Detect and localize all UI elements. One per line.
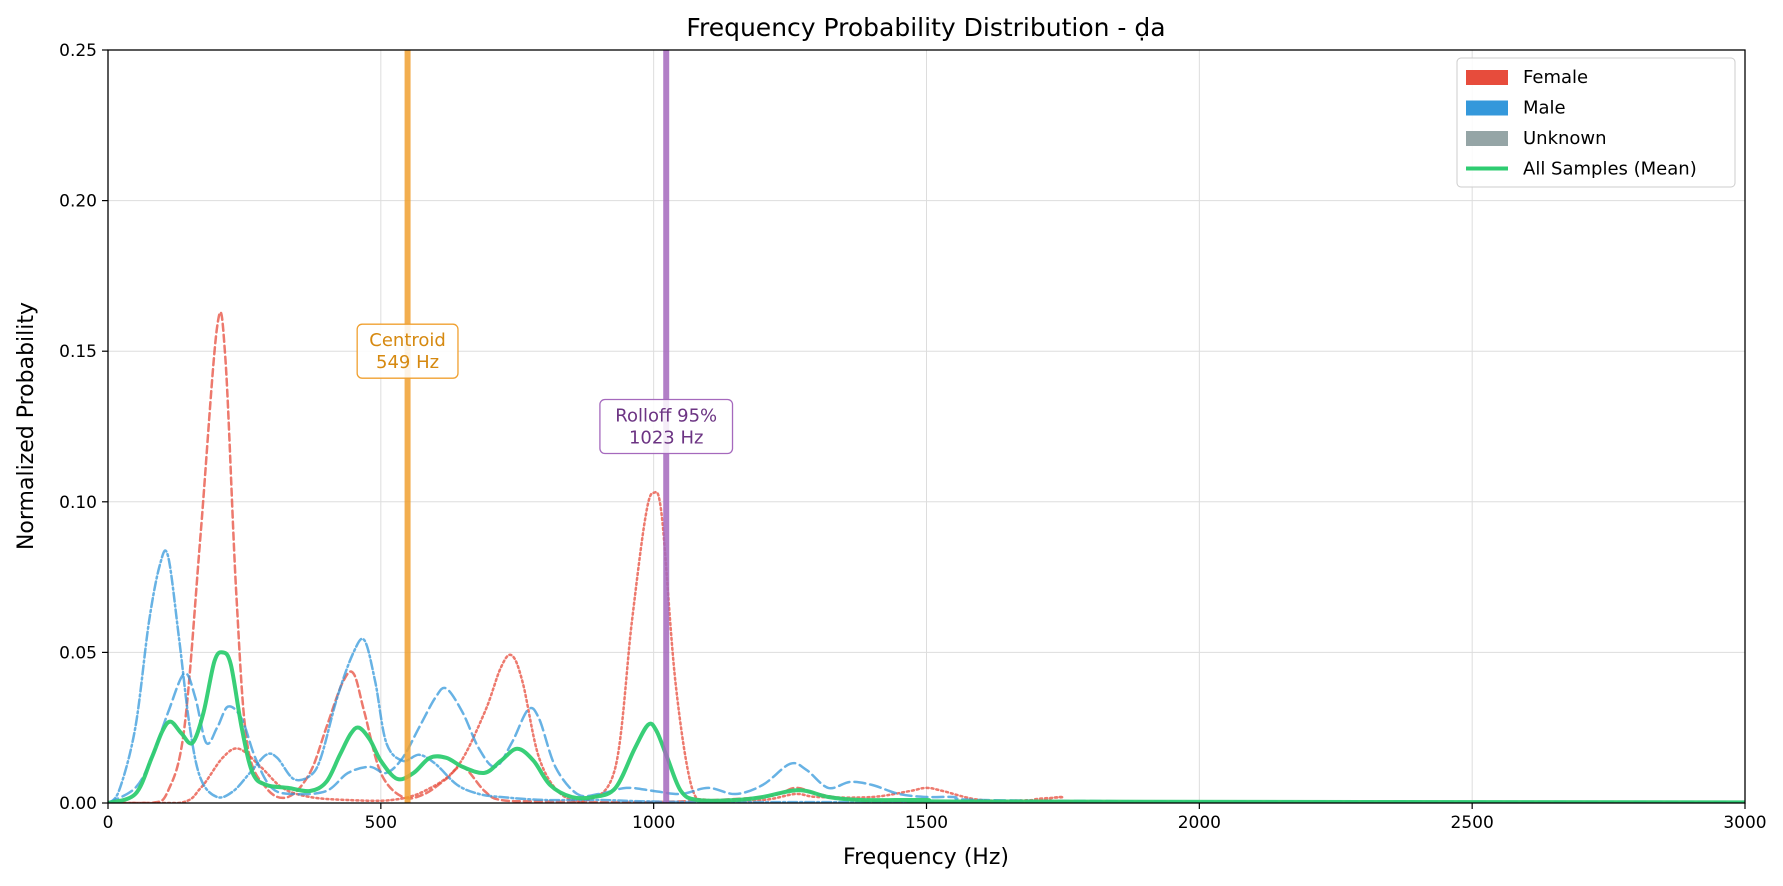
- legend-label-1: Male: [1523, 98, 1566, 119]
- x-tick-label: 0: [103, 813, 114, 833]
- y-tick-label: 0.05: [59, 643, 97, 663]
- y-tick-label: 0.15: [59, 342, 97, 362]
- series-line-female-1: [108, 490, 1745, 803]
- legend-label-2: Unknown: [1523, 128, 1607, 149]
- x-tick-label: 3000: [1723, 813, 1766, 833]
- x-tick-label: 2000: [1178, 813, 1221, 833]
- centroid-label-box: [356, 323, 459, 379]
- x-tick-label: 2500: [1451, 813, 1494, 833]
- rolloff-label-text: 1023 Hz: [629, 428, 704, 449]
- x-tick-label: 1500: [905, 813, 948, 833]
- y-axis-label: Normalized Probability: [14, 302, 39, 550]
- series-layer: [108, 311, 1745, 803]
- legend-swatch-2: [1466, 131, 1508, 146]
- tick-layer: 0 500 1000 1500 2000 2500 3000 0.00 0.05 0.10 0.15…: [59, 41, 1766, 833]
- series-line-male-3: [108, 672, 1745, 803]
- centroid-label-text: 549 Hz: [376, 352, 439, 373]
- centroid-label-text: Centroid: [369, 330, 446, 351]
- x-axis-label: Frequency (Hz): [843, 845, 1009, 870]
- x-tick-label: 500: [365, 813, 397, 833]
- y-tick-label: 0.00: [59, 794, 97, 814]
- legend-swatch-0: [1466, 70, 1508, 85]
- rolloff-label-text: Rolloff 95%: [615, 406, 717, 427]
- legend-swatch-1: [1466, 100, 1508, 116]
- y-tick-label: 0.25: [59, 41, 97, 61]
- chart-title: Frequency Probability Distribution - ḍa: [686, 13, 1165, 42]
- legend-label-0: Female: [1523, 67, 1588, 88]
- legend-label-3: All Samples (Mean): [1523, 159, 1697, 180]
- y-tick-label: 0.20: [59, 192, 97, 212]
- x-tick-label: 1000: [632, 813, 675, 833]
- legend: Female Male Unknown All Samples (Mean): [1456, 57, 1736, 188]
- series-line-mean-4: [108, 650, 1745, 803]
- y-tick-label: 0.10: [59, 493, 97, 513]
- legend-box: [1456, 57, 1736, 188]
- rolloff-label-box: [599, 398, 734, 455]
- series-line-male-2: [108, 549, 1745, 803]
